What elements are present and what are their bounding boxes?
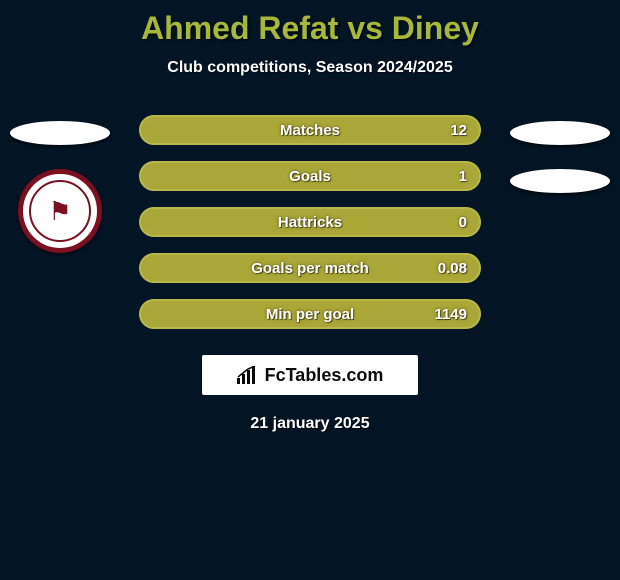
stat-bar-min-per-goal: Min per goal 1149 (139, 299, 481, 329)
bar-chart-icon (237, 366, 259, 384)
stat-value: 12 (450, 122, 467, 139)
stat-label: Hattricks (278, 214, 342, 231)
stat-bars: Matches 12 Goals 1 Hattricks 0 Goals per… (139, 115, 481, 329)
stat-value: 0.08 (438, 260, 467, 277)
club-badge: ⚑ (18, 169, 102, 253)
comparison-panel: ⚑ Matches 12 Goals 1 Hattricks 0 Goals p… (0, 115, 620, 433)
club-badge-icon: ⚑ (29, 180, 91, 242)
club-badge-placeholder (510, 169, 610, 193)
date-caption: 21 january 2025 (0, 415, 620, 433)
stat-value: 0 (459, 214, 467, 231)
stat-value: 1149 (434, 306, 467, 323)
stat-bar-hattricks: Hattricks 0 (139, 207, 481, 237)
subtitle: Club competitions, Season 2024/2025 (0, 59, 620, 77)
player-avatar-placeholder (510, 121, 610, 145)
brand-name: FcTables.com (265, 365, 384, 386)
stat-bar-goals-per-match: Goals per match 0.08 (139, 253, 481, 283)
left-player-column: ⚑ (0, 121, 120, 253)
stat-bar-matches: Matches 12 (139, 115, 481, 145)
stat-label: Goals (289, 168, 331, 185)
right-player-column (500, 121, 620, 193)
page-title: Ahmed Refat vs Diney (0, 0, 620, 47)
stat-label: Min per goal (266, 306, 354, 323)
stat-label: Goals per match (251, 260, 369, 277)
stat-bar-goals: Goals 1 (139, 161, 481, 191)
stat-value: 1 (459, 168, 467, 185)
player-avatar-placeholder (10, 121, 110, 145)
stat-label: Matches (280, 122, 340, 139)
brand-badge: FcTables.com (202, 355, 418, 395)
